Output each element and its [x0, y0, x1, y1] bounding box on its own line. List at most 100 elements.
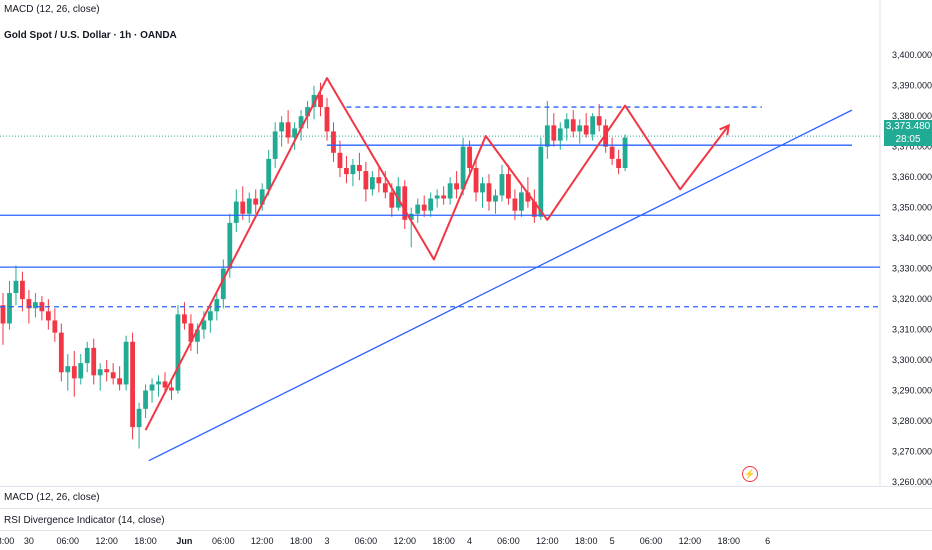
x-tick-label: 18:00	[717, 536, 740, 546]
x-tick-label: 06:00	[212, 536, 235, 546]
candle-body	[318, 94, 323, 108]
time-axis-separator	[0, 530, 932, 531]
symbol-title: Gold Spot / U.S. Dollar · 1h · OANDA	[4, 30, 177, 41]
candle-body	[298, 116, 304, 129]
candle-body	[214, 299, 220, 312]
candle-body	[454, 183, 459, 190]
candle-body	[499, 174, 505, 196]
candle-body	[91, 347, 97, 376]
x-tick-label: 12:00	[393, 536, 416, 546]
candle-body	[564, 119, 570, 129]
candle-body	[305, 107, 310, 117]
y-tick-label: 3,330.000	[892, 264, 932, 274]
candle-body	[467, 146, 472, 169]
candle-body	[382, 183, 388, 193]
candle-body	[616, 158, 621, 169]
candle-body	[78, 363, 84, 379]
candle-body	[220, 268, 226, 300]
candle-body	[292, 128, 297, 138]
y-tick-label: 3,360.000	[892, 172, 932, 182]
x-tick-label: 12:00	[679, 536, 702, 546]
y-tick-label: 3,390.000	[892, 81, 932, 91]
candle-body	[519, 192, 524, 211]
y-tick-label: 3,320.000	[892, 294, 932, 304]
candle-body	[415, 204, 421, 214]
y-tick-label: 3,340.000	[892, 233, 932, 243]
candle-body	[84, 347, 90, 364]
candle-body	[350, 164, 356, 175]
candle-body	[357, 164, 362, 172]
candle-body	[408, 213, 414, 220]
candle-body	[13, 280, 19, 294]
candle-body	[20, 280, 25, 300]
candle-body	[201, 320, 207, 330]
candle-body	[603, 125, 609, 147]
candle-body	[45, 311, 51, 321]
candle-body	[590, 116, 596, 135]
candle-body	[240, 201, 246, 214]
x-tick-label: 30	[24, 536, 34, 546]
x-tick-label: 3	[324, 536, 329, 546]
candle-body	[538, 146, 544, 217]
candle-body	[279, 122, 285, 132]
alert-icon[interactable]: ⚡	[742, 466, 758, 482]
candle-body	[622, 137, 628, 169]
x-tick-label: 6	[765, 536, 770, 546]
candle-body	[104, 369, 110, 373]
x-tick-label: 06:00	[57, 536, 80, 546]
candle-body	[71, 366, 77, 379]
candle-body	[331, 131, 336, 153]
pane-separator[interactable]	[0, 486, 932, 487]
candle-body	[493, 195, 498, 202]
candle-body	[421, 204, 427, 211]
candle-body	[512, 198, 518, 211]
candle-body	[389, 192, 395, 208]
candle-body	[473, 168, 479, 193]
top-indicator-label: MACD (12, 26, close)	[4, 4, 100, 15]
bar-countdown: 28:05	[895, 134, 921, 145]
candle-body	[52, 320, 58, 333]
candle-body	[363, 171, 369, 190]
candle-body	[395, 186, 401, 208]
pane-separator[interactable]	[0, 508, 932, 509]
candle-body	[551, 125, 557, 141]
candle-body	[506, 174, 511, 199]
y-tick-label: 3,280.000	[892, 416, 932, 426]
candle-body	[195, 329, 200, 342]
candle-body	[182, 314, 187, 324]
candle-body	[39, 302, 45, 312]
candle-body	[7, 293, 12, 324]
candle-body	[531, 201, 537, 217]
x-tick-label: Jun	[176, 536, 192, 546]
candle-body	[253, 198, 259, 205]
y-tick-label: 3,380.000	[892, 111, 932, 121]
candle-body	[162, 381, 168, 388]
x-tick-label: 12:00	[95, 536, 118, 546]
y-tick-label: 3,370.000	[892, 142, 932, 152]
x-tick-label: 4	[467, 536, 472, 546]
x-tick-label: 18:00	[290, 536, 313, 546]
candle-body	[311, 94, 317, 108]
y-tick-label: 3,260.000	[892, 477, 932, 487]
candle-body	[609, 146, 615, 159]
candle-body	[65, 366, 71, 373]
x-tick-label: 12:00	[536, 536, 559, 546]
candle-body	[441, 195, 447, 199]
candle-body	[434, 195, 440, 199]
candle-body	[110, 372, 116, 379]
arrow-head	[719, 123, 731, 136]
candle-body	[246, 198, 252, 214]
candle-body	[169, 387, 174, 391]
candle-body	[570, 119, 576, 132]
x-tick-label: 5	[610, 536, 615, 546]
y-tick-label: 3,290.000	[892, 386, 932, 396]
candle-body	[123, 341, 129, 385]
candle-body	[447, 183, 453, 199]
candle-body	[97, 369, 103, 376]
candle-body	[136, 408, 142, 428]
x-tick-label: 06:00	[355, 536, 378, 546]
x-tick-label: 18:00	[432, 536, 455, 546]
pattern-projection-path	[144, 77, 730, 431]
x-tick-label: 06:00	[640, 536, 663, 546]
